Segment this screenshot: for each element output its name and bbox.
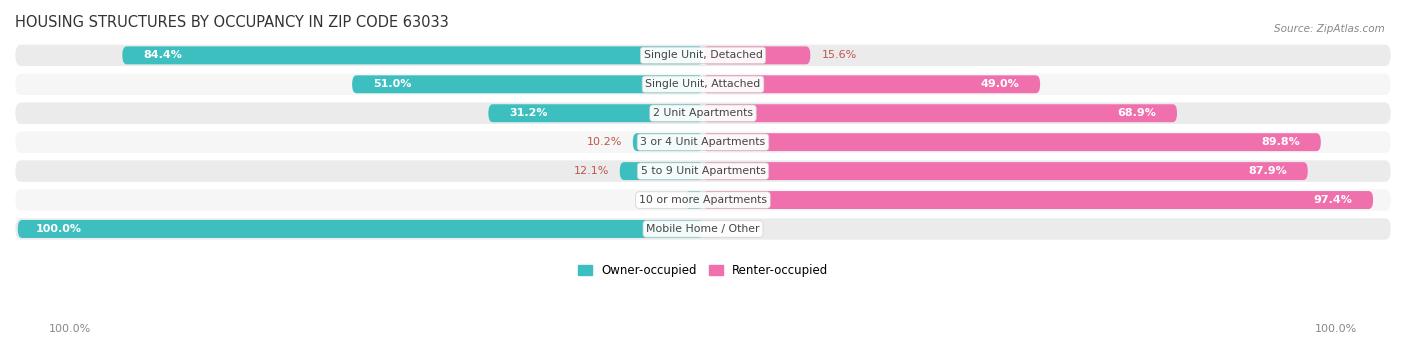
Text: 100.0%: 100.0% [49,324,91,334]
FancyBboxPatch shape [15,189,1391,211]
FancyBboxPatch shape [703,46,810,64]
FancyBboxPatch shape [703,104,1177,122]
FancyBboxPatch shape [15,132,1391,153]
Text: 49.0%: 49.0% [981,79,1019,89]
FancyBboxPatch shape [122,46,703,64]
FancyBboxPatch shape [703,191,1374,209]
Text: 12.1%: 12.1% [574,166,609,176]
Text: 3 or 4 Unit Apartments: 3 or 4 Unit Apartments [641,137,765,147]
FancyBboxPatch shape [352,75,703,93]
FancyBboxPatch shape [15,160,1391,182]
Text: 87.9%: 87.9% [1249,166,1286,176]
FancyBboxPatch shape [633,133,703,151]
FancyBboxPatch shape [15,45,1391,66]
FancyBboxPatch shape [18,220,703,238]
FancyBboxPatch shape [488,104,703,122]
Text: 10 or more Apartments: 10 or more Apartments [638,195,768,205]
Text: 5 to 9 Unit Apartments: 5 to 9 Unit Apartments [641,166,765,176]
Text: 100.0%: 100.0% [35,224,82,234]
Text: 0.0%: 0.0% [717,224,745,234]
Legend: Owner-occupied, Renter-occupied: Owner-occupied, Renter-occupied [572,260,834,282]
Text: 89.8%: 89.8% [1261,137,1301,147]
Text: 15.6%: 15.6% [821,50,856,60]
FancyBboxPatch shape [703,133,1320,151]
Text: Single Unit, Detached: Single Unit, Detached [644,50,762,60]
Text: Mobile Home / Other: Mobile Home / Other [647,224,759,234]
Text: 84.4%: 84.4% [143,50,181,60]
FancyBboxPatch shape [703,162,1308,180]
Text: 68.9%: 68.9% [1118,108,1156,118]
Text: 51.0%: 51.0% [373,79,411,89]
Text: Source: ZipAtlas.com: Source: ZipAtlas.com [1274,24,1385,34]
FancyBboxPatch shape [15,74,1391,95]
FancyBboxPatch shape [620,162,703,180]
Text: 100.0%: 100.0% [1315,324,1357,334]
Text: 2 Unit Apartments: 2 Unit Apartments [652,108,754,118]
FancyBboxPatch shape [15,103,1391,124]
FancyBboxPatch shape [685,191,703,209]
Text: 10.2%: 10.2% [586,137,621,147]
Text: 97.4%: 97.4% [1313,195,1353,205]
FancyBboxPatch shape [15,218,1391,240]
Text: 31.2%: 31.2% [509,108,547,118]
FancyBboxPatch shape [703,75,1040,93]
Text: HOUSING STRUCTURES BY OCCUPANCY IN ZIP CODE 63033: HOUSING STRUCTURES BY OCCUPANCY IN ZIP C… [15,15,449,30]
Text: Single Unit, Attached: Single Unit, Attached [645,79,761,89]
Text: 2.6%: 2.6% [645,195,673,205]
